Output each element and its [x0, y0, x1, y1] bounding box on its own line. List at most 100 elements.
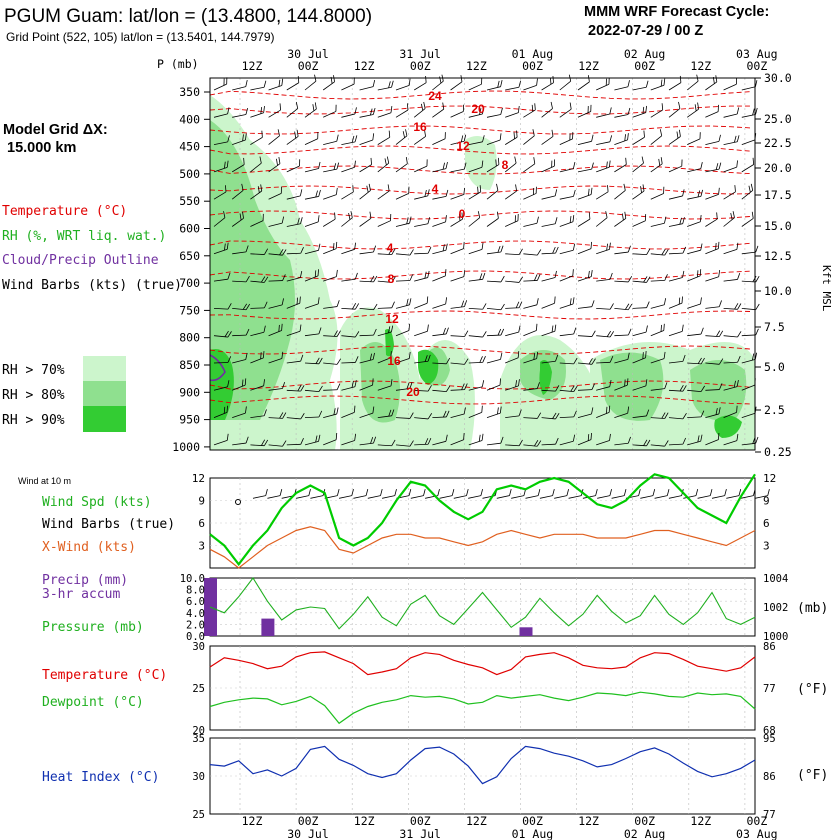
wind-barb-flag	[464, 383, 468, 390]
wind-barb-flag	[661, 248, 666, 256]
wind-barb-staff	[450, 389, 465, 391]
wind-barb	[632, 130, 645, 145]
wind-barb	[596, 330, 615, 338]
wind-barb-flag	[500, 303, 505, 310]
temperature-contour-line	[209, 310, 751, 320]
profile-wind-barbs	[213, 74, 760, 447]
pressure-tick-label: 750	[179, 303, 200, 317]
wind-barb-staff	[523, 135, 535, 145]
wind-barb-flag	[624, 379, 626, 387]
temperature-contour-line	[209, 105, 750, 115]
rh90-swatch	[83, 406, 126, 432]
surface-wind-barb-staff	[296, 495, 309, 499]
pressure-tick-label: 1000	[172, 440, 200, 454]
wind-barb-staff	[377, 444, 392, 447]
wind-barb-staff	[668, 443, 684, 446]
wind-barb-flag	[334, 212, 336, 220]
wind-barb-flag	[279, 412, 284, 419]
wind-barb-staff	[250, 220, 264, 227]
wind-barb-flag	[388, 409, 392, 417]
wind-barb-staff	[705, 413, 720, 418]
wind-barb-staff	[559, 221, 574, 227]
wind-barb-flag	[627, 352, 630, 360]
wind-barb-flag	[682, 437, 687, 445]
wind-barb	[231, 157, 245, 173]
wind-barb	[450, 330, 469, 337]
pressure-tick-label: 500	[179, 167, 200, 181]
wind-barb	[632, 276, 651, 283]
wind-barb-staff	[286, 223, 301, 227]
wind-barb-flag	[752, 108, 755, 116]
wind-barb-flag	[282, 412, 287, 419]
wind-barb-staff	[650, 109, 663, 118]
wind-barb-staff	[523, 109, 536, 118]
wind-barb-staff	[359, 190, 371, 200]
wind-barb	[304, 161, 321, 173]
wind-barb-flag	[409, 440, 414, 447]
wind-barb-flag	[482, 272, 486, 280]
wind-barb-staff	[614, 308, 629, 311]
wind-barb	[468, 211, 481, 227]
surface-wind-barb-staff	[754, 495, 768, 499]
wind-barb-staff	[323, 168, 338, 173]
wind-barb-flag	[700, 385, 706, 392]
wind-barb-staff	[687, 138, 701, 145]
right-axis-tick-label: 12	[763, 472, 776, 485]
surface-wind-barb-flag	[365, 489, 369, 496]
wind-barb	[359, 133, 375, 145]
wind-barb	[213, 107, 230, 118]
wind-barb-flag	[591, 407, 594, 415]
wind-barb	[596, 405, 611, 418]
wind-barb-flag	[536, 323, 538, 331]
pressure-tick-label: 450	[179, 140, 200, 154]
wind-barb-staff	[614, 358, 629, 364]
wind-barb-flag	[609, 272, 613, 280]
wind-barb-staff	[723, 113, 738, 118]
surface-wind-barb-flag	[537, 489, 541, 496]
wind-barb	[323, 241, 338, 255]
wind-barb	[614, 275, 633, 283]
surface-wind-barb	[496, 489, 512, 499]
wind-barb-staff	[450, 362, 465, 365]
wind-barb-flag	[737, 303, 742, 310]
wind-barb-flag	[354, 160, 356, 168]
wind-barb-flag	[497, 407, 499, 415]
wind-barb-staff	[632, 253, 647, 256]
wind-barb	[341, 107, 357, 118]
wind-barb-flag	[226, 405, 228, 413]
wind-barb-flag	[461, 383, 465, 390]
wind-barb-staff	[577, 168, 592, 173]
wind-barb-staff	[705, 194, 719, 200]
wind-barb	[468, 433, 484, 446]
wind-barb	[414, 159, 428, 173]
wind-barb-staff	[213, 248, 228, 255]
wind-barb	[523, 323, 538, 337]
wind-barb-staff	[213, 308, 229, 310]
wind-barb	[213, 380, 230, 391]
wind-barb-flag	[717, 432, 720, 440]
wind-barb-staff	[577, 248, 592, 255]
bottom-time-tick-label: 12Z	[242, 814, 263, 828]
wind-barb-flag	[458, 214, 461, 221]
wind-barb-staff	[668, 136, 681, 145]
wind-barb-flag	[259, 156, 262, 164]
wind-barb-flag	[569, 133, 571, 141]
wind-barb-staff	[377, 415, 392, 418]
wind-barb-staff	[323, 248, 337, 255]
wind-barb-flag	[587, 106, 589, 113]
wind-barb	[705, 134, 721, 145]
wind-barb-staff	[231, 190, 244, 200]
wind-barb-staff	[341, 217, 353, 227]
wind-barb-flag	[280, 186, 282, 194]
temperature-contour-label: 4	[432, 182, 439, 196]
rh-shading	[209, 95, 755, 450]
wind-barb-flag	[537, 274, 541, 281]
wind-barb-staff	[559, 138, 573, 145]
wind-barb-flag	[678, 101, 681, 109]
wind-barb-staff	[723, 279, 738, 282]
wind-barb-staff	[687, 333, 702, 337]
wind-barb-flag	[663, 186, 665, 194]
wind-barb-flag	[372, 352, 375, 360]
wind-barb-flag	[223, 78, 225, 86]
wind-barb-staff	[541, 417, 556, 420]
